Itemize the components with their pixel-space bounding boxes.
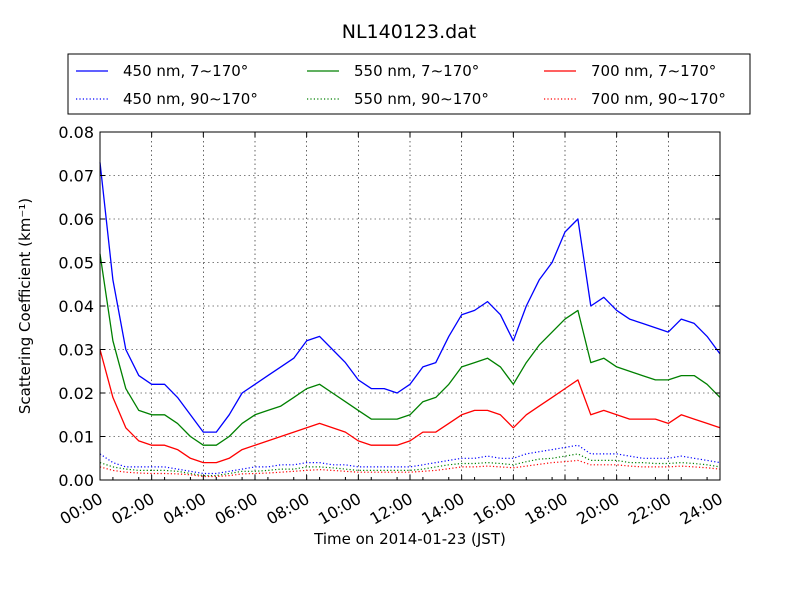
x-axis-title: Time on 2014-01-23 (JST) [313,530,506,548]
legend-box [67,53,751,115]
x-tick-label: 20:00 [573,489,622,529]
y-tick-label: 0.01 [58,428,94,447]
x-tick-label: 24:00 [677,489,726,529]
series-line-2 [99,253,721,446]
x-tick-label: 12:00 [367,489,416,529]
legend-label: 450 nm, 7∼170° [123,62,248,80]
legend-label: 700 nm, 90∼170° [591,90,726,108]
x-tick-label: 22:00 [625,489,674,529]
y-tick-label: 0.06 [58,210,94,229]
y-tick-label: 0.00 [58,471,94,490]
x-tick-label: 02:00 [108,489,157,529]
y-tick-label: 0.08 [58,123,94,142]
y-tick-label: 0.03 [58,341,94,360]
legend-label: 550 nm, 90∼170° [354,90,489,108]
legend-label: 450 nm, 90∼170° [123,90,258,108]
x-tick-label: 08:00 [263,489,312,529]
legend-label: 550 nm, 7∼170° [354,62,479,80]
y-tick-label: 0.05 [58,254,94,273]
legend: 450 nm, 7∼170° 550 nm, 7∼170° 700 nm, 7∼17… [67,53,751,115]
x-tick-label: 06:00 [212,489,261,529]
chart-title: NL140123.dat [342,21,477,43]
y-tick-label: 0.07 [58,167,94,186]
y-axis-title: Scattering Coefficient (km⁻¹) [16,198,34,414]
x-tick-label: 16:00 [470,489,519,529]
series-line-1 [99,444,721,475]
x-tick-label: 04:00 [160,489,209,529]
series-line-0 [99,162,721,433]
legend-label: 700 nm, 7∼170° [591,62,716,80]
x-tick-label: 18:00 [522,489,571,529]
y-tick-label: 0.02 [58,384,94,403]
x-tick-label: 00:00 [57,489,106,529]
series-line-4 [99,349,721,464]
y-tick-label: 0.04 [58,297,94,316]
x-tick-label: 14:00 [418,489,467,529]
x-tick-label: 10:00 [315,489,364,529]
